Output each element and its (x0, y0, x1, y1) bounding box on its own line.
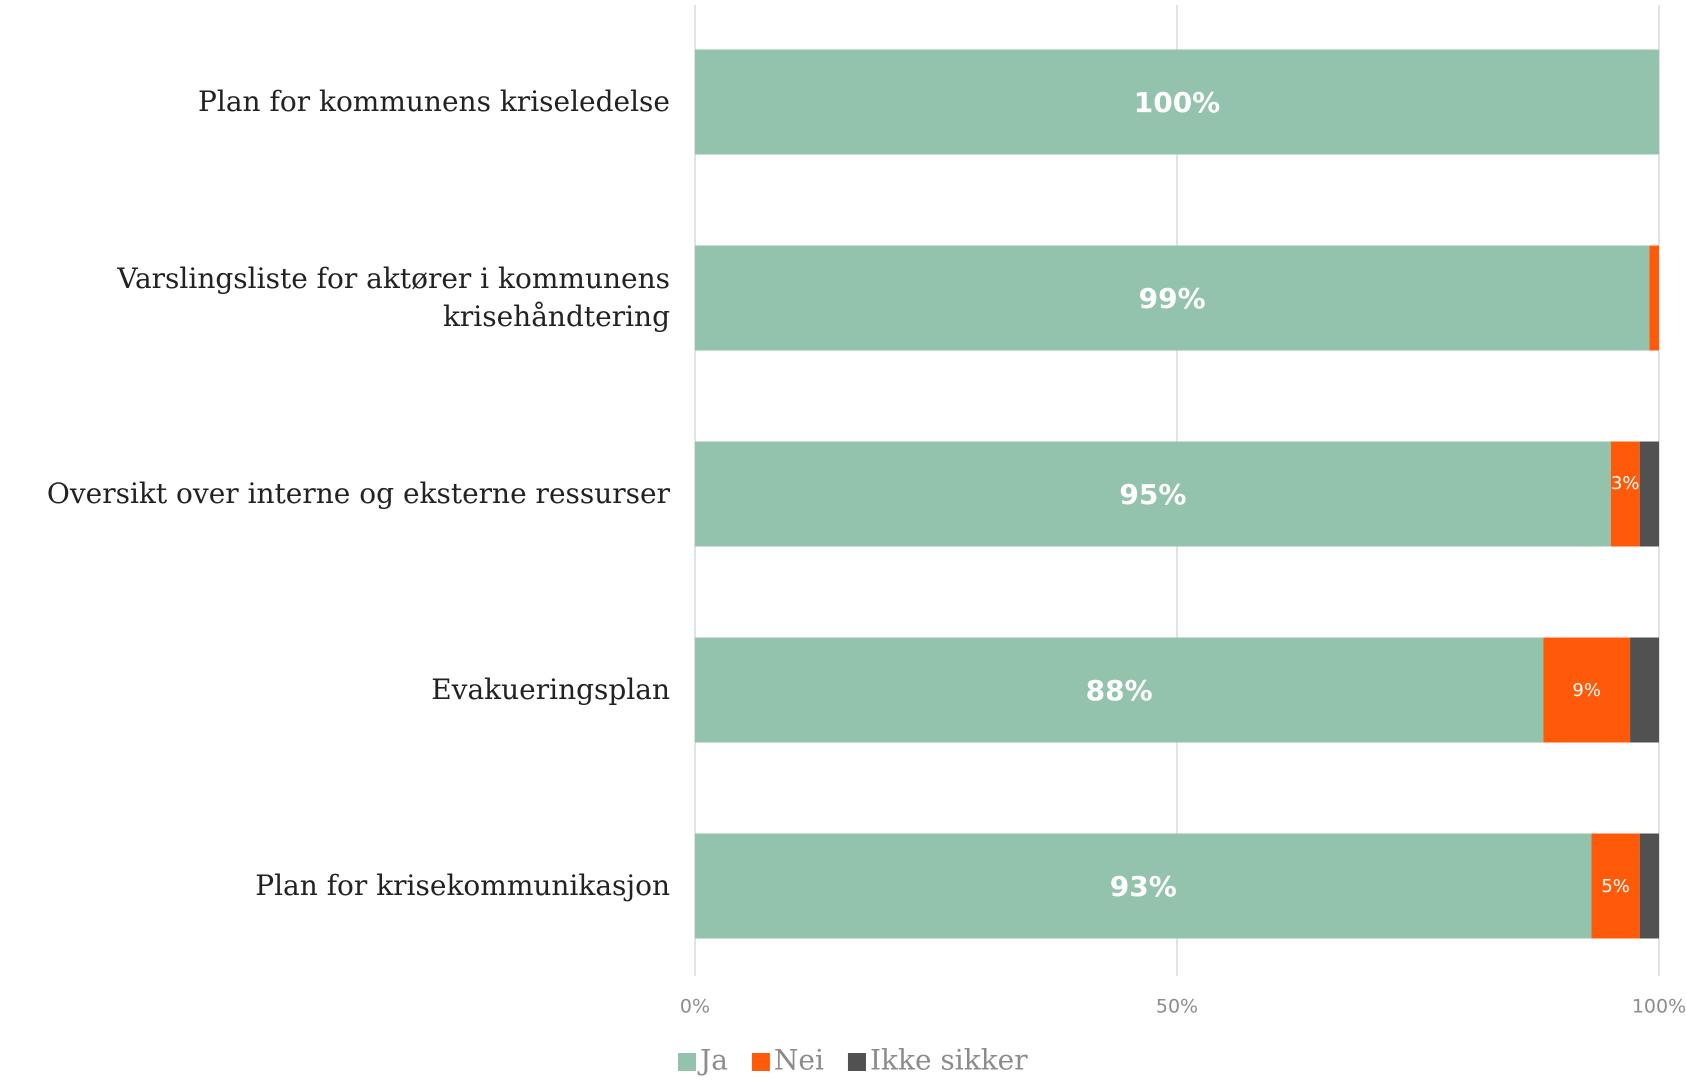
bar-segment (1543, 637, 1631, 743)
data-label: 5% (1601, 876, 1630, 897)
data-label: 3% (1611, 473, 1640, 494)
bar-segment (1639, 833, 1659, 939)
legend-label: Nei (774, 1044, 824, 1077)
legend-swatch (751, 1053, 770, 1071)
bar-segment (695, 833, 1592, 939)
x-tick-label: 50% (1156, 996, 1198, 1018)
bar-segment (695, 49, 1659, 155)
data-label: 93% (1110, 870, 1177, 903)
bar-segment (695, 245, 1650, 351)
bar-segment (1639, 441, 1659, 547)
legend-swatch (678, 1053, 696, 1071)
bar-segment (695, 441, 1611, 547)
data-label: 95% (1119, 478, 1186, 511)
category-label: Plan for krisekommunikasjon (255, 869, 670, 902)
x-tick-label: 0% (680, 996, 710, 1018)
data-label: 100% (1134, 86, 1221, 119)
bar-segment (1591, 833, 1640, 939)
category-label: Plan for kommunens kriseledelse (198, 85, 670, 118)
bar-segment (1630, 637, 1659, 743)
category-label: Varslingsliste for aktører i kommunens k… (117, 262, 670, 333)
bar-segment (1649, 245, 1659, 351)
data-label: 88% (1086, 674, 1153, 707)
data-label: 9% (1572, 680, 1601, 701)
data-label: 99% (1139, 282, 1206, 315)
x-tick-label: 100% (1632, 996, 1686, 1018)
bar-segment (695, 637, 1544, 743)
category-label: Evakueringsplan (431, 673, 670, 706)
legend-label: Ikke sikker (870, 1044, 1028, 1077)
category-label: Oversikt over interne og eksterne ressur… (46, 477, 670, 510)
legend-swatch (847, 1053, 866, 1071)
legend-label: Ja (697, 1044, 728, 1077)
bar-segment (1610, 441, 1640, 547)
